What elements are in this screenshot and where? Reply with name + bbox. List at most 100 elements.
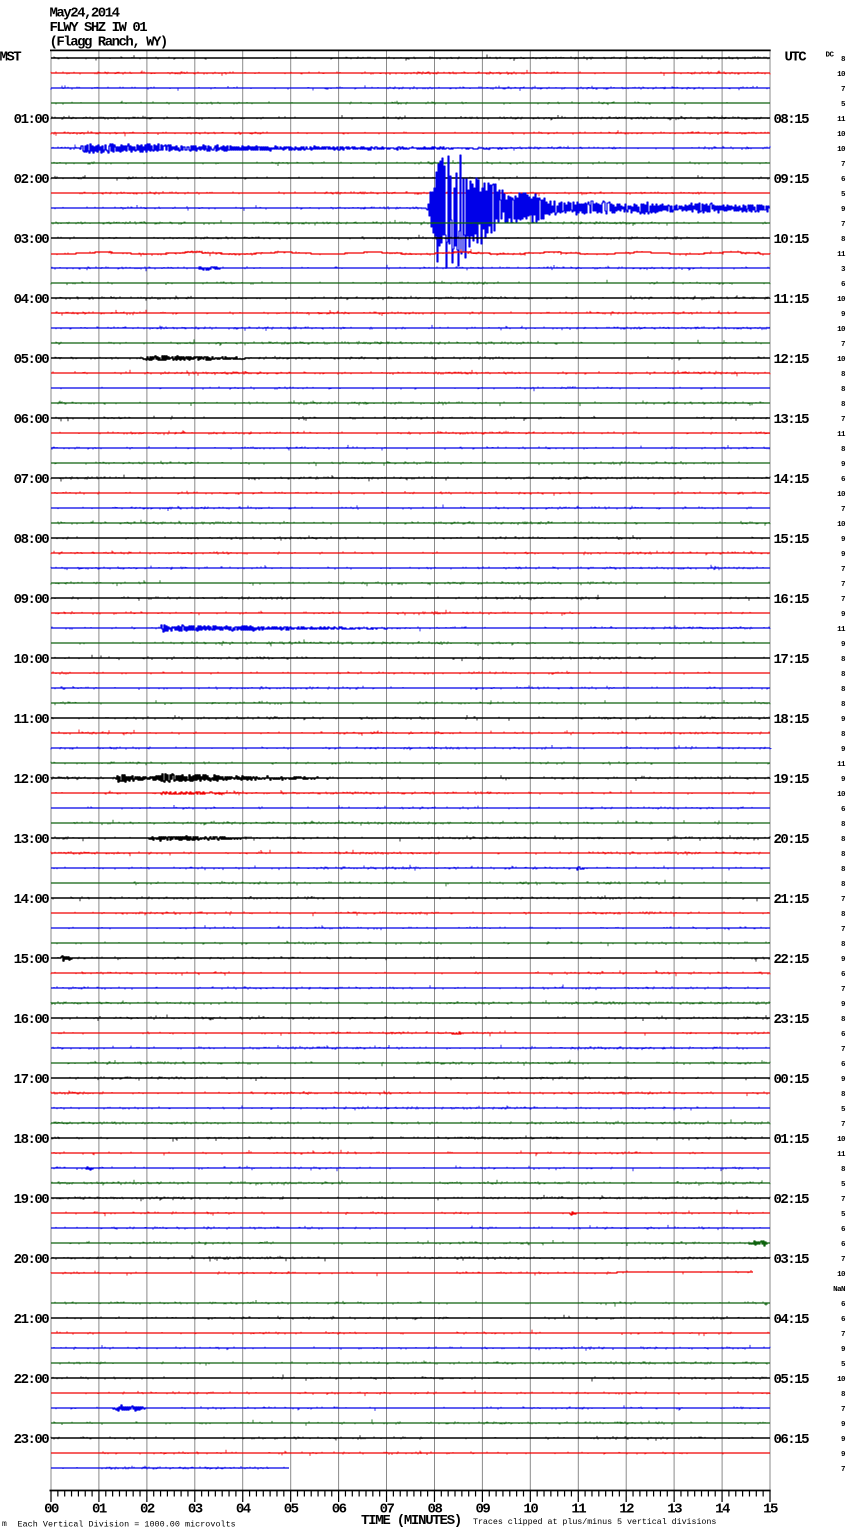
svg-text:5: 5 xyxy=(841,101,846,109)
svg-text:5: 5 xyxy=(841,1106,846,1114)
svg-text:10: 10 xyxy=(837,296,846,304)
svg-text:11:00: 11:00 xyxy=(14,712,50,728)
svg-text:Each Vertical Division = 1000.: Each Vertical Division = 1000.00 microvo… xyxy=(18,1519,236,1529)
svg-text:08:15: 08:15 xyxy=(774,112,810,128)
svg-text:7: 7 xyxy=(841,86,845,94)
svg-text:6: 6 xyxy=(841,1316,846,1324)
svg-text:8: 8 xyxy=(841,701,846,709)
svg-text:8: 8 xyxy=(841,881,846,889)
svg-text:8: 8 xyxy=(841,821,846,829)
svg-text:(Flagg Ranch, WY): (Flagg Ranch, WY) xyxy=(50,35,167,51)
svg-text:8: 8 xyxy=(841,671,846,679)
svg-text:9: 9 xyxy=(841,746,846,754)
svg-text:9: 9 xyxy=(841,1451,846,1459)
svg-text:04:15: 04:15 xyxy=(774,1312,810,1328)
svg-text:04: 04 xyxy=(236,1502,251,1518)
svg-text:9: 9 xyxy=(841,1001,846,1009)
svg-text:6: 6 xyxy=(841,1241,846,1249)
svg-text:09: 09 xyxy=(475,1502,490,1518)
svg-text:8: 8 xyxy=(841,656,846,664)
svg-text:10: 10 xyxy=(837,1136,846,1144)
svg-text:12: 12 xyxy=(619,1502,634,1518)
svg-text:7: 7 xyxy=(841,1046,845,1054)
svg-text:7: 7 xyxy=(841,161,845,169)
svg-text:10: 10 xyxy=(837,521,846,529)
svg-text:Traces clipped at plus/minus 5: Traces clipped at plus/minus 5 vertical … xyxy=(473,1517,716,1527)
svg-text:7: 7 xyxy=(841,506,845,514)
svg-text:7: 7 xyxy=(841,986,845,994)
svg-text:6: 6 xyxy=(841,281,846,289)
svg-text:03:00: 03:00 xyxy=(14,232,50,248)
svg-text:8: 8 xyxy=(841,941,846,949)
svg-text:21:00: 21:00 xyxy=(14,1312,50,1328)
svg-text:8: 8 xyxy=(841,686,846,694)
svg-text:10: 10 xyxy=(523,1502,538,1518)
svg-text:10: 10 xyxy=(837,1376,846,1384)
svg-text:11: 11 xyxy=(837,116,846,124)
svg-text:8: 8 xyxy=(841,1166,846,1174)
svg-text:8: 8 xyxy=(841,1091,846,1099)
svg-text:7: 7 xyxy=(841,596,845,604)
svg-text:03: 03 xyxy=(188,1502,203,1518)
svg-text:9: 9 xyxy=(841,641,846,649)
svg-text:04:00: 04:00 xyxy=(14,292,50,308)
svg-text:8: 8 xyxy=(841,836,846,844)
svg-text:06:15: 06:15 xyxy=(774,1432,810,1448)
svg-text:8: 8 xyxy=(841,1016,846,1024)
svg-text:10:00: 10:00 xyxy=(14,652,50,668)
svg-text:6: 6 xyxy=(841,476,846,484)
svg-text:11: 11 xyxy=(837,761,846,769)
svg-text:22:00: 22:00 xyxy=(14,1372,50,1388)
svg-text:8: 8 xyxy=(841,911,846,919)
svg-text:7: 7 xyxy=(841,1331,845,1339)
svg-text:16:15: 16:15 xyxy=(774,592,810,608)
svg-text:9: 9 xyxy=(841,1076,846,1084)
svg-text:17:15: 17:15 xyxy=(774,652,810,668)
svg-text:07: 07 xyxy=(380,1502,395,1518)
svg-text:06:00: 06:00 xyxy=(14,412,50,428)
svg-text:9: 9 xyxy=(841,776,846,784)
svg-text:8: 8 xyxy=(841,731,846,739)
svg-text:7: 7 xyxy=(841,221,845,229)
svg-text:8: 8 xyxy=(841,866,846,874)
svg-text:7: 7 xyxy=(841,1466,845,1474)
svg-text:6: 6 xyxy=(841,971,846,979)
svg-text:FLWY SHZ IW 01: FLWY SHZ IW 01 xyxy=(50,20,148,36)
svg-text:NaN: NaN xyxy=(833,1286,845,1294)
svg-text:5: 5 xyxy=(841,1361,846,1369)
svg-text:9: 9 xyxy=(841,956,846,964)
svg-text:01:00: 01:00 xyxy=(14,112,50,128)
svg-text:03:15: 03:15 xyxy=(774,1252,810,1268)
svg-text:15:00: 15:00 xyxy=(14,952,50,968)
svg-text:05:15: 05:15 xyxy=(774,1372,810,1388)
svg-text:5: 5 xyxy=(841,1211,846,1219)
svg-text:DC: DC xyxy=(826,52,835,60)
svg-text:21:15: 21:15 xyxy=(774,892,810,908)
svg-text:16:00: 16:00 xyxy=(14,1012,50,1028)
svg-text:7: 7 xyxy=(841,896,845,904)
svg-text:02:00: 02:00 xyxy=(14,172,50,188)
svg-text:11: 11 xyxy=(837,626,846,634)
svg-text:06: 06 xyxy=(332,1502,347,1518)
svg-text:19:00: 19:00 xyxy=(14,1192,50,1208)
svg-text:11: 11 xyxy=(837,431,846,439)
svg-text:10: 10 xyxy=(837,491,846,499)
svg-text:9: 9 xyxy=(841,1421,846,1429)
svg-text:UTC: UTC xyxy=(785,50,808,66)
svg-text:7: 7 xyxy=(841,341,845,349)
svg-text:05: 05 xyxy=(284,1502,299,1518)
svg-text:14:15: 14:15 xyxy=(774,472,810,488)
svg-text:7: 7 xyxy=(841,581,845,589)
svg-text:6: 6 xyxy=(841,1031,846,1039)
svg-text:18:15: 18:15 xyxy=(774,712,810,728)
svg-text:09:15: 09:15 xyxy=(774,172,810,188)
svg-text:00:15: 00:15 xyxy=(774,1072,810,1088)
svg-text:15:15: 15:15 xyxy=(774,532,810,548)
svg-text:09:00: 09:00 xyxy=(14,592,50,608)
svg-text:9: 9 xyxy=(841,311,846,319)
svg-text:9: 9 xyxy=(841,461,846,469)
svg-text:10: 10 xyxy=(837,71,846,79)
svg-text:5: 5 xyxy=(841,191,846,199)
svg-text:11: 11 xyxy=(837,1151,846,1159)
svg-text:3: 3 xyxy=(841,266,846,274)
